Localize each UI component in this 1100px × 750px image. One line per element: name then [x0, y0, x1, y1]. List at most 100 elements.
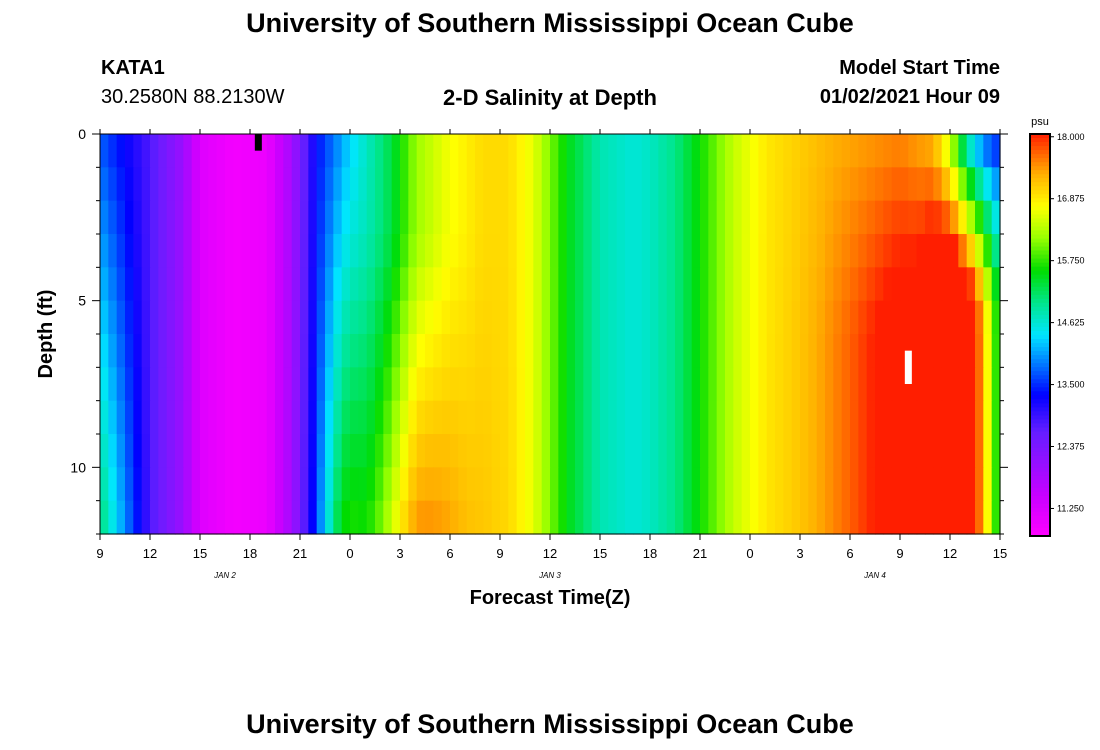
heatmap-cell — [958, 267, 968, 302]
heatmap-cell — [458, 234, 468, 268]
heatmap-cell — [983, 300, 993, 335]
heatmap-cell — [566, 267, 576, 302]
page-title-bottom: University of Southern Mississippi Ocean… — [246, 709, 854, 739]
heatmap-cell — [100, 234, 109, 268]
heatmap-cell — [400, 467, 409, 502]
heatmap-cell — [641, 400, 651, 435]
heatmap-cell — [466, 434, 476, 468]
heatmap-cell — [658, 334, 668, 368]
heatmap-cell — [125, 134, 134, 168]
heatmap-cell — [108, 300, 118, 335]
heatmap-cell — [900, 400, 909, 435]
heatmap-cell — [983, 500, 993, 535]
heatmap-cell — [408, 334, 418, 368]
heatmap-cell — [308, 134, 318, 168]
heatmap-cell — [833, 300, 843, 335]
heatmap-cell — [958, 367, 968, 402]
heatmap-cell — [750, 434, 759, 468]
heatmap-cell — [283, 467, 293, 502]
heatmap-cell — [350, 367, 359, 402]
heatmap-cell — [625, 334, 634, 368]
heatmap-cell — [833, 234, 843, 268]
heatmap-cell — [200, 367, 209, 402]
heatmap-cell — [933, 200, 943, 235]
heatmap-cell — [533, 400, 543, 435]
heatmap-cell — [441, 467, 451, 502]
heatmap-cell — [416, 167, 426, 202]
heatmap-cell — [625, 200, 634, 235]
heatmap-cell — [725, 334, 734, 368]
colorbar-segment — [1030, 483, 1050, 489]
heatmap-cell — [933, 300, 943, 335]
heatmap-cell — [141, 500, 151, 535]
colorbar-segment — [1030, 306, 1050, 312]
heatmap-cell — [833, 267, 843, 302]
heatmap-cell — [975, 367, 984, 402]
heatmap-cell — [908, 500, 918, 535]
heatmap-cell — [708, 200, 718, 235]
heatmap-cell — [775, 200, 784, 235]
heatmap-cell — [550, 367, 559, 402]
heatmap-cell — [175, 467, 184, 502]
heatmap-cell — [258, 300, 268, 335]
heatmap-cell — [758, 400, 768, 435]
heatmap-cell — [600, 334, 609, 368]
heatmap-cell — [533, 267, 543, 302]
heatmap-cell — [191, 467, 201, 502]
model-start-label: Model Start Time — [839, 57, 1000, 79]
heatmap-cell — [150, 234, 159, 268]
heatmap-cell — [433, 334, 443, 368]
heatmap-cell — [791, 134, 801, 168]
heatmap-cell — [766, 500, 776, 535]
heatmap-cell — [350, 167, 359, 202]
heatmap-cell — [700, 134, 709, 168]
heatmap-cell — [958, 434, 968, 468]
heatmap-cell — [625, 134, 634, 168]
heatmap-cell — [166, 234, 176, 268]
heatmap-cell — [166, 467, 176, 502]
heatmap-cell — [108, 400, 118, 435]
heatmap-cell — [208, 167, 218, 202]
colorbar-segment — [1030, 415, 1050, 421]
heatmap-cell — [916, 467, 926, 502]
heatmap-cell — [741, 134, 751, 168]
heatmap-cell — [308, 467, 318, 502]
heatmap-cell — [558, 267, 568, 302]
heatmap-cell — [975, 300, 984, 335]
heatmap-cell — [150, 434, 159, 468]
heatmap-cell — [333, 467, 343, 502]
heatmap-cell — [350, 500, 359, 535]
heatmap-cell — [908, 400, 918, 435]
heatmap-cell — [891, 167, 901, 202]
heatmap-cell — [833, 367, 843, 402]
heatmap-cell — [416, 334, 426, 368]
heatmap-cell — [916, 300, 926, 335]
heatmap-cell — [666, 200, 676, 235]
heatmap-cell — [316, 400, 326, 435]
heatmap-cell — [800, 234, 809, 268]
heatmap-cell — [483, 267, 493, 302]
heatmap-cell — [466, 267, 476, 302]
heatmap-cell — [691, 300, 701, 335]
heatmap-cell — [308, 200, 318, 235]
heatmap-cell — [225, 167, 234, 202]
heatmap-cell — [291, 334, 301, 368]
heatmap-cell — [966, 367, 976, 402]
heatmap-cell — [450, 267, 459, 302]
heatmap-cell — [633, 367, 643, 402]
heatmap-cell — [100, 434, 109, 468]
heatmap-cell — [866, 434, 876, 468]
colorbar-segment — [1030, 218, 1050, 224]
heatmap-cell — [666, 400, 676, 435]
heatmap-cell — [600, 167, 609, 202]
heatmap-cell — [316, 134, 326, 168]
heatmap-cell — [391, 467, 401, 502]
x-axis-label: Forecast Time(Z) — [470, 587, 631, 609]
heatmap-cell — [758, 200, 768, 235]
heatmap-cell — [716, 334, 726, 368]
heatmap-cell — [683, 434, 693, 468]
heatmap-cell — [575, 300, 584, 335]
heatmap-cell — [950, 300, 959, 335]
heatmap-cell — [758, 267, 768, 302]
heatmap-cell — [933, 367, 943, 402]
